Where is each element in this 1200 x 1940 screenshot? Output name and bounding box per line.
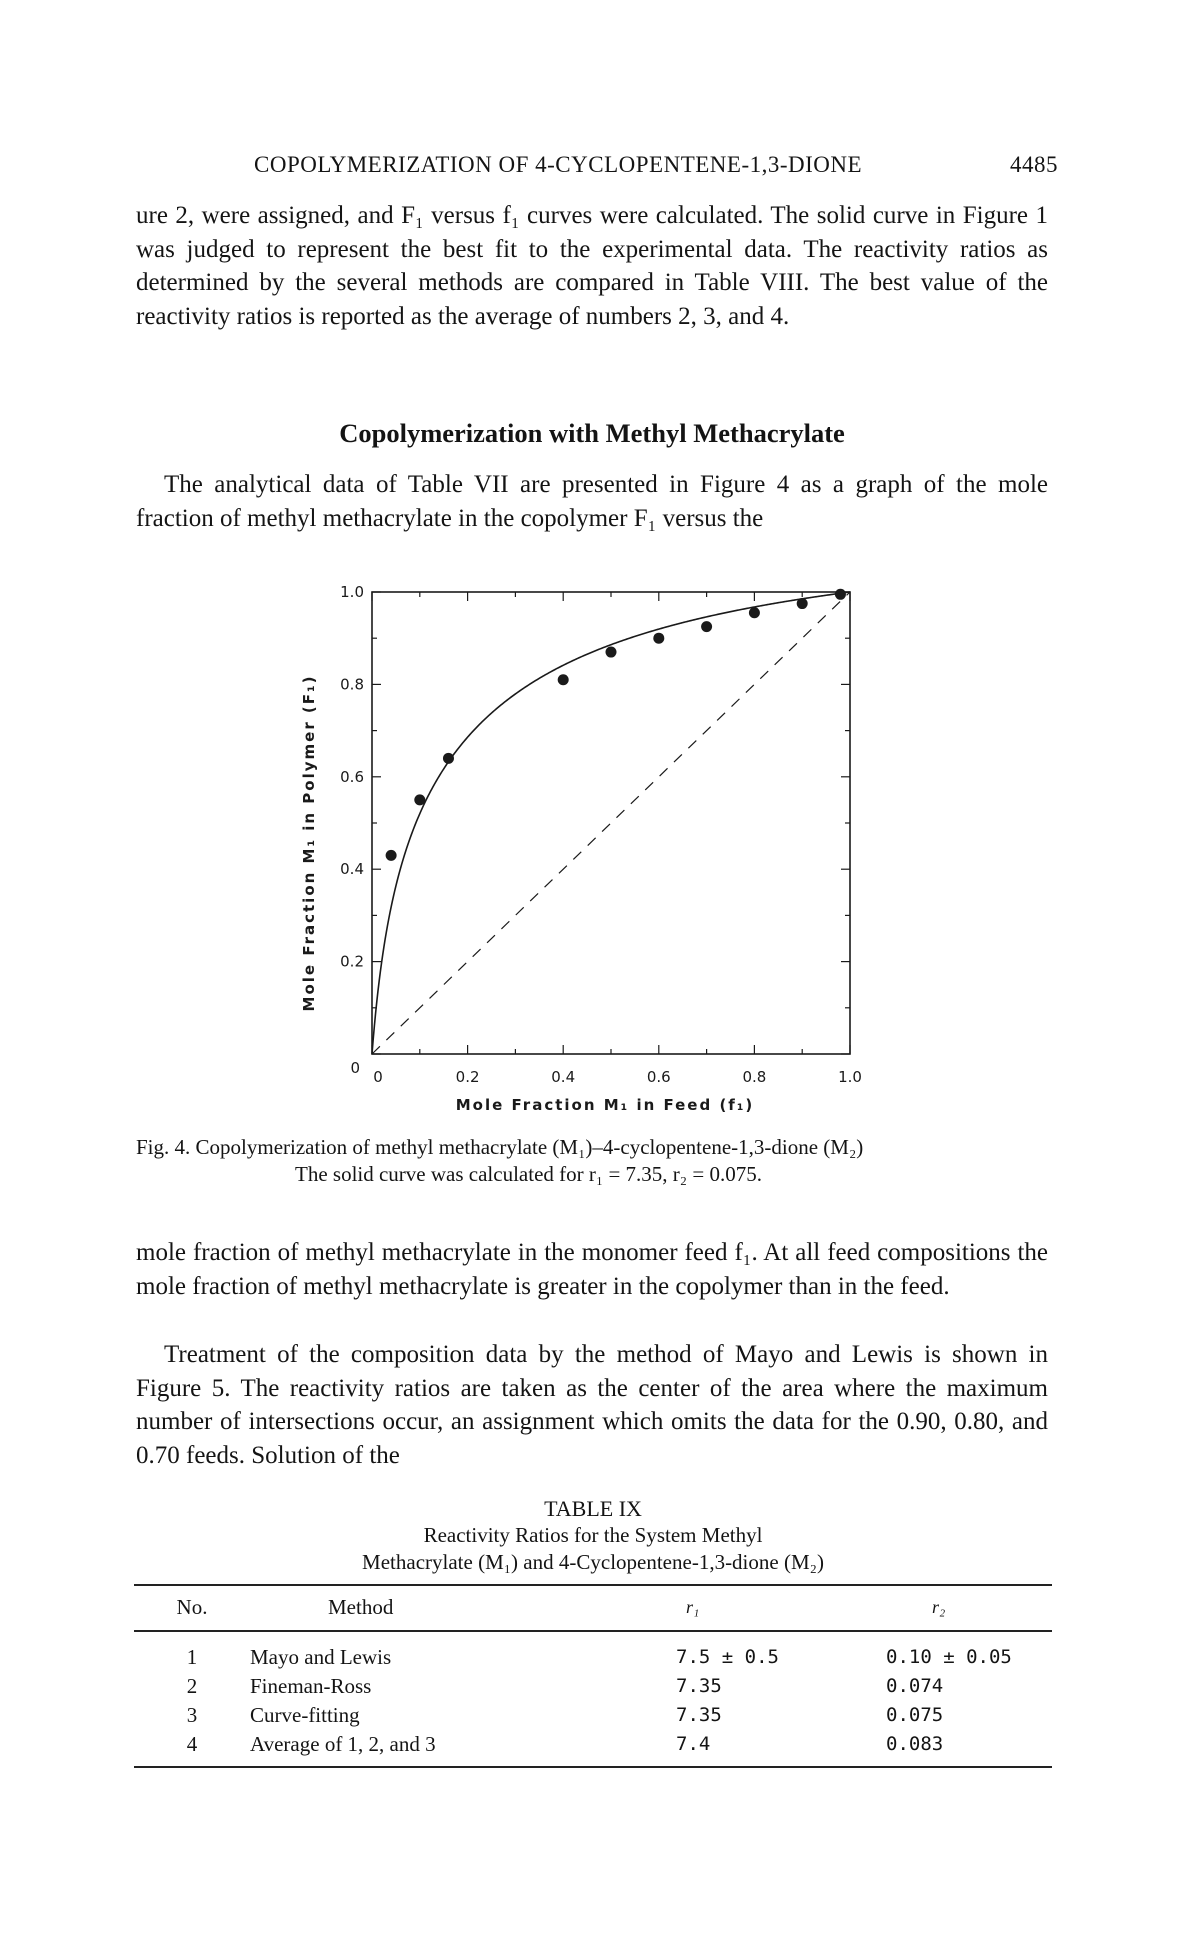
cell-r1: 7.4 (676, 1730, 886, 1768)
table-row: 3 Curve-fitting 7.35 0.075 (134, 1701, 1052, 1730)
y-tick-label: 0.6 (340, 768, 364, 786)
cell-method: Mayo and Lewis (250, 1645, 392, 1669)
column-header-method: Method (250, 1584, 676, 1632)
x-tick-label: 0.4 (551, 1068, 575, 1086)
paragraph-2: The analytical data of Table VII are pre… (136, 471, 1048, 532)
cell-r2: 0.074 (886, 1675, 944, 1697)
data-point (834, 588, 846, 600)
data-point (701, 621, 713, 633)
x-tick-label: 0.8 (742, 1068, 766, 1086)
cell-method: Average of 1, 2, and 3 (250, 1730, 676, 1768)
data-point (605, 646, 617, 658)
table-row: 4 Average of 1, 2, and 3 7.4 0.083 (134, 1730, 1052, 1768)
cell-r2: 0.10 ± 0.05 (886, 1646, 1012, 1668)
cell-r1: 7.35 (676, 1675, 722, 1697)
running-title: COPOLYMERIZATION OF 4-CYCLOPENTENE-1,3-D… (254, 152, 863, 177)
table-label: TABLE IX (544, 1496, 642, 1521)
caption-line-2: The solid curve was calculated for r₁ = … (295, 1162, 762, 1186)
table-title-line-2: Methacrylate (M₁) and 4-Cyclopentene-1,3… (362, 1550, 824, 1574)
paragraph-3: mole fraction of methyl methacrylate in … (136, 1239, 1048, 1300)
cell-method: Fineman-Ross (250, 1674, 372, 1698)
cell-r2: 0.083 (886, 1730, 1052, 1768)
x-axis-label: Mole Fraction M₁ in Feed (f₁) (456, 1096, 755, 1114)
x-tick-label: 0.6 (647, 1068, 671, 1086)
cell-method: Curve-fitting (250, 1703, 360, 1727)
figure-4: 0 0.2 0.4 0.6 0.8 1.0 0 0.2 0.4 0.6 0.8 1.0 Mole Fra… (290, 575, 890, 1135)
x-tick-label: 1.0 (838, 1068, 862, 1086)
data-point (653, 632, 665, 644)
figure-caption: Fig. 4. Copolymerization of methyl metha… (136, 1134, 1048, 1188)
y-tick-label: 1.0 (340, 583, 364, 601)
table-row: 2 Fineman-Ross 7.35 0.074 (134, 1672, 1052, 1701)
y-tick-label: 0 (350, 1059, 360, 1077)
data-point (557, 674, 569, 686)
reference-diagonal-line (371, 591, 851, 1055)
cell-no: 4 (134, 1730, 250, 1768)
cell-r1: 7.5 ± 0.5 (676, 1646, 779, 1668)
data-point (414, 794, 426, 806)
reactivity-ratio-table: No. Method r₁ r₂ 1 Mayo and Lewis 7.5 ± … (134, 1584, 1052, 1768)
caption-line-1: Fig. 4. Copolymerization of methyl metha… (136, 1135, 864, 1159)
data-point (748, 607, 760, 619)
cell-r1: 7.35 (676, 1704, 722, 1726)
y-tick-label: 0.8 (340, 675, 364, 693)
x-tick-label: 0.2 (456, 1068, 480, 1086)
table-ix: TABLE IX Reactivity Ratios for the Syste… (134, 1495, 1052, 1768)
column-header-no: No. (134, 1584, 250, 1632)
cell-no: 2 (186, 1674, 198, 1698)
table-title-line-1: Reactivity Ratios for the System Methyl (423, 1523, 763, 1547)
y-tick-label: 0.4 (340, 860, 364, 878)
table-row: 1 Mayo and Lewis 7.5 ± 0.5 0.10 ± 0.05 (134, 1631, 1052, 1672)
y-tick-label: 0.2 (340, 953, 364, 971)
data-point (385, 849, 397, 861)
page-number: 4485 (1010, 152, 1058, 177)
cell-no: 1 (186, 1645, 198, 1669)
column-header-r1: r₁ (676, 1584, 886, 1632)
paragraph-4: Treatment of the composition data by the… (136, 1341, 1048, 1469)
copolymer-composition-chart: 0 0.2 0.4 0.6 0.8 1.0 0 0.2 0.4 0.6 0.8 1.0 Mole Fra… (300, 583, 862, 1114)
data-point (442, 752, 454, 764)
cell-r2: 0.075 (886, 1704, 944, 1726)
column-header-r2: r₂ (886, 1584, 1052, 1632)
cell-no: 3 (186, 1703, 198, 1727)
y-axis-label: Mole Fraction M₁ in Polymer (F₁) (300, 675, 318, 1012)
data-point (796, 598, 808, 610)
x-tick-label: 0 (373, 1068, 383, 1086)
table-header-row: No. Method r₁ r₂ (134, 1584, 1052, 1632)
paragraph-1: ure 2, were assigned, and F₁ versus f₁ c… (136, 202, 1048, 330)
section-heading: Copolymerization with Methyl Methacrylat… (339, 418, 845, 448)
